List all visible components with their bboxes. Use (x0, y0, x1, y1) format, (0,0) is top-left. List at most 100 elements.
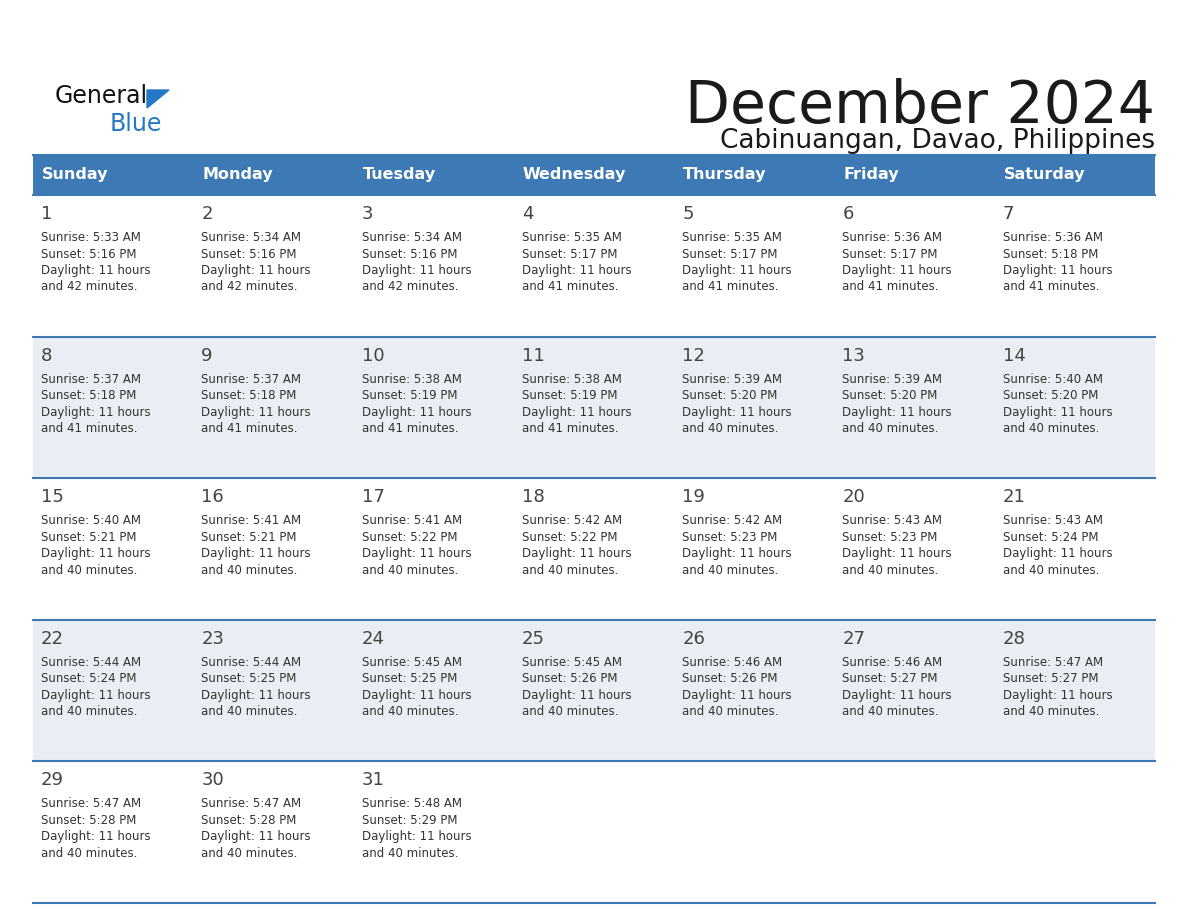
Text: Sunrise: 5:41 AM: Sunrise: 5:41 AM (361, 514, 462, 527)
Text: Daylight: 11 hours: Daylight: 11 hours (682, 406, 791, 419)
Bar (33, 478, 1155, 620)
Text: Sunrise: 5:37 AM: Sunrise: 5:37 AM (42, 373, 141, 386)
Text: December 2024: December 2024 (685, 78, 1155, 135)
Bar (194, 155, 354, 195)
Text: Daylight: 11 hours: Daylight: 11 hours (201, 688, 311, 701)
Text: General: General (55, 84, 148, 108)
Text: Sunset: 5:18 PM: Sunset: 5:18 PM (201, 389, 297, 402)
Bar (33, 337, 1155, 478)
Text: and 42 minutes.: and 42 minutes. (42, 281, 138, 294)
Text: 3: 3 (361, 205, 373, 223)
Text: Monday: Monday (202, 167, 273, 183)
Text: Daylight: 11 hours: Daylight: 11 hours (201, 406, 311, 419)
Text: 31: 31 (361, 771, 385, 789)
Text: Sunset: 5:20 PM: Sunset: 5:20 PM (1003, 389, 1098, 402)
Text: Sunset: 5:20 PM: Sunset: 5:20 PM (682, 389, 777, 402)
Text: 17: 17 (361, 488, 385, 506)
Text: 16: 16 (201, 488, 225, 506)
Text: and 40 minutes.: and 40 minutes. (1003, 705, 1099, 718)
Text: Sunset: 5:27 PM: Sunset: 5:27 PM (842, 672, 939, 686)
Text: Sunset: 5:21 PM: Sunset: 5:21 PM (201, 531, 297, 543)
Text: Daylight: 11 hours: Daylight: 11 hours (361, 264, 472, 277)
Text: and 41 minutes.: and 41 minutes. (682, 281, 778, 294)
Text: and 40 minutes.: and 40 minutes. (201, 564, 298, 577)
Text: Sunrise: 5:38 AM: Sunrise: 5:38 AM (361, 373, 461, 386)
Text: Sunrise: 5:42 AM: Sunrise: 5:42 AM (522, 514, 623, 527)
Text: Sunrise: 5:34 AM: Sunrise: 5:34 AM (201, 231, 302, 244)
Text: and 42 minutes.: and 42 minutes. (361, 281, 459, 294)
Text: Sunrise: 5:42 AM: Sunrise: 5:42 AM (682, 514, 782, 527)
Bar (33, 620, 1155, 761)
Text: Daylight: 11 hours: Daylight: 11 hours (361, 688, 472, 701)
Text: Sunrise: 5:39 AM: Sunrise: 5:39 AM (842, 373, 942, 386)
Text: Daylight: 11 hours: Daylight: 11 hours (42, 264, 151, 277)
Text: Sunset: 5:16 PM: Sunset: 5:16 PM (201, 248, 297, 261)
Text: Sunrise: 5:39 AM: Sunrise: 5:39 AM (682, 373, 782, 386)
Text: Sunrise: 5:35 AM: Sunrise: 5:35 AM (682, 231, 782, 244)
Text: 19: 19 (682, 488, 704, 506)
Text: Daylight: 11 hours: Daylight: 11 hours (1003, 264, 1112, 277)
Text: Sunset: 5:25 PM: Sunset: 5:25 PM (361, 672, 457, 686)
Text: Sunset: 5:16 PM: Sunset: 5:16 PM (361, 248, 457, 261)
Text: Sunrise: 5:36 AM: Sunrise: 5:36 AM (842, 231, 942, 244)
Text: Daylight: 11 hours: Daylight: 11 hours (842, 688, 952, 701)
Text: Daylight: 11 hours: Daylight: 11 hours (361, 547, 472, 560)
Text: 24: 24 (361, 630, 385, 648)
Polygon shape (147, 90, 169, 108)
Bar (33, 155, 194, 195)
Text: Sunset: 5:18 PM: Sunset: 5:18 PM (42, 389, 137, 402)
Text: 27: 27 (842, 630, 865, 648)
Text: Daylight: 11 hours: Daylight: 11 hours (682, 547, 791, 560)
Text: and 40 minutes.: and 40 minutes. (842, 422, 939, 435)
Text: Daylight: 11 hours: Daylight: 11 hours (682, 688, 791, 701)
Text: Sunset: 5:17 PM: Sunset: 5:17 PM (682, 248, 778, 261)
Text: 5: 5 (682, 205, 694, 223)
Text: and 40 minutes.: and 40 minutes. (201, 705, 298, 718)
Text: Saturday: Saturday (1004, 167, 1085, 183)
Text: 1: 1 (42, 205, 52, 223)
Bar (354, 155, 514, 195)
Text: Sunrise: 5:48 AM: Sunrise: 5:48 AM (361, 798, 462, 811)
Text: 21: 21 (1003, 488, 1025, 506)
Text: Sunrise: 5:45 AM: Sunrise: 5:45 AM (522, 655, 621, 669)
Text: and 41 minutes.: and 41 minutes. (522, 422, 619, 435)
Text: 18: 18 (522, 488, 544, 506)
Text: 9: 9 (201, 347, 213, 364)
Text: Sunrise: 5:47 AM: Sunrise: 5:47 AM (42, 798, 141, 811)
Text: and 40 minutes.: and 40 minutes. (682, 705, 778, 718)
Text: 15: 15 (42, 488, 64, 506)
Text: Sunrise: 5:47 AM: Sunrise: 5:47 AM (1003, 655, 1102, 669)
Text: Daylight: 11 hours: Daylight: 11 hours (361, 406, 472, 419)
Text: Daylight: 11 hours: Daylight: 11 hours (842, 264, 952, 277)
Text: 10: 10 (361, 347, 384, 364)
Text: 26: 26 (682, 630, 704, 648)
Text: Sunset: 5:17 PM: Sunset: 5:17 PM (842, 248, 939, 261)
Text: Sunrise: 5:40 AM: Sunrise: 5:40 AM (1003, 373, 1102, 386)
Text: Daylight: 11 hours: Daylight: 11 hours (361, 831, 472, 844)
Text: Daylight: 11 hours: Daylight: 11 hours (42, 831, 151, 844)
Text: Sunrise: 5:45 AM: Sunrise: 5:45 AM (361, 655, 462, 669)
Text: 22: 22 (42, 630, 64, 648)
Text: Daylight: 11 hours: Daylight: 11 hours (522, 547, 632, 560)
Text: Sunday: Sunday (42, 167, 108, 183)
Text: Sunrise: 5:41 AM: Sunrise: 5:41 AM (201, 514, 302, 527)
Text: Sunset: 5:23 PM: Sunset: 5:23 PM (682, 531, 777, 543)
Text: Blue: Blue (110, 112, 163, 136)
Bar (994, 155, 1155, 195)
Text: Daylight: 11 hours: Daylight: 11 hours (682, 264, 791, 277)
Text: and 41 minutes.: and 41 minutes. (522, 281, 619, 294)
Text: Sunrise: 5:33 AM: Sunrise: 5:33 AM (42, 231, 141, 244)
Bar (33, 761, 1155, 903)
Text: and 40 minutes.: and 40 minutes. (842, 564, 939, 577)
Text: and 41 minutes.: and 41 minutes. (842, 281, 939, 294)
Text: Sunset: 5:26 PM: Sunset: 5:26 PM (682, 672, 778, 686)
Text: Friday: Friday (843, 167, 899, 183)
Text: and 41 minutes.: and 41 minutes. (1003, 281, 1099, 294)
Text: Daylight: 11 hours: Daylight: 11 hours (42, 688, 151, 701)
Text: and 40 minutes.: and 40 minutes. (842, 705, 939, 718)
Text: Daylight: 11 hours: Daylight: 11 hours (522, 406, 632, 419)
Text: and 40 minutes.: and 40 minutes. (682, 422, 778, 435)
Text: Daylight: 11 hours: Daylight: 11 hours (201, 831, 311, 844)
Text: 29: 29 (42, 771, 64, 789)
Text: Sunset: 5:27 PM: Sunset: 5:27 PM (1003, 672, 1098, 686)
